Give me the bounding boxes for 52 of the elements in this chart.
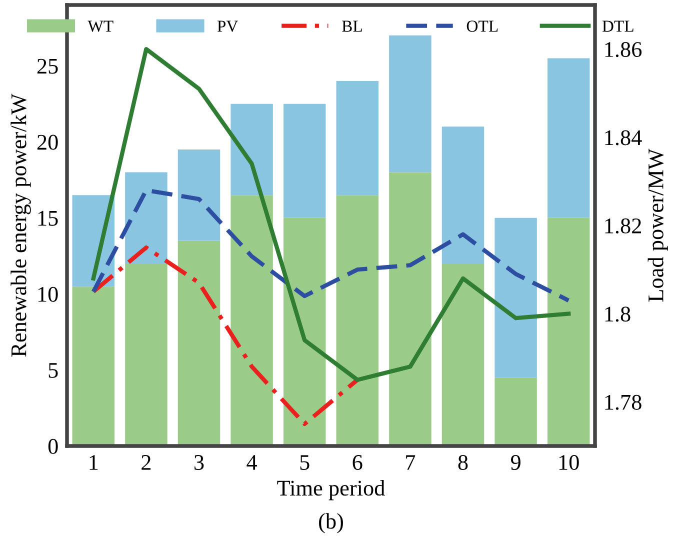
x-tick-label: 3 — [194, 455, 204, 470]
x-tick-label: 2 — [142, 455, 151, 470]
bar — [178, 240, 220, 446]
bar — [389, 35, 432, 172]
y2-axis-title: Load power/MW — [648, 148, 668, 302]
line-series — [91, 47, 571, 382]
bar — [442, 126, 484, 264]
bar — [178, 149, 220, 241]
x-tick-label: 8 — [458, 454, 468, 470]
legend-label: OTL — [466, 20, 498, 32]
y-axis-title: Renewable energy power/kW — [10, 94, 31, 357]
bar — [72, 286, 115, 446]
bar — [230, 195, 273, 446]
x-tick-label: 7 — [406, 455, 416, 470]
bar — [442, 264, 484, 446]
y-tick-label: 0 — [48, 438, 58, 454]
line-series — [91, 188, 571, 303]
y-tick-label: 15 — [38, 210, 58, 226]
y-tick-label: 10 — [38, 286, 58, 302]
legend-label: BL — [342, 20, 362, 32]
x-tick-label: 6 — [352, 455, 362, 470]
text: (b) — [319, 513, 343, 534]
x-tick-label: 5 — [300, 455, 310, 470]
y2-tick-label: 1.84 — [605, 130, 642, 146]
bar — [125, 264, 168, 446]
y-tick-label: 20 — [37, 134, 58, 150]
x-tick-label: 1 — [90, 455, 98, 470]
x-tick-label: 10 — [559, 454, 579, 470]
bar — [494, 378, 537, 446]
legend-label: DTL — [602, 20, 634, 32]
bar — [547, 218, 590, 446]
bar — [125, 172, 168, 264]
y2-tick-label: 1.82 — [605, 218, 641, 234]
y-tick-label: 25 — [37, 58, 58, 74]
x-axis-title: Time period — [277, 480, 385, 500]
y-tick-label: 5 — [48, 363, 58, 378]
line-series — [91, 245, 360, 426]
y2-tick-label: 1.8 — [605, 306, 630, 322]
bar — [230, 104, 273, 196]
legend-label: WT — [88, 20, 114, 32]
bar — [389, 172, 432, 446]
x-tick-label: 9 — [510, 455, 520, 470]
legend-label: PV — [217, 20, 238, 32]
y2-tick-label: 1.78 — [605, 394, 642, 410]
bar — [547, 58, 590, 218]
bar — [283, 104, 326, 218]
bar — [336, 81, 379, 196]
bar — [283, 218, 326, 446]
bar — [336, 195, 379, 446]
bar — [494, 218, 537, 378]
y2-tick-label: 1.86 — [605, 42, 642, 58]
x-tick-label: 4 — [246, 455, 258, 470]
